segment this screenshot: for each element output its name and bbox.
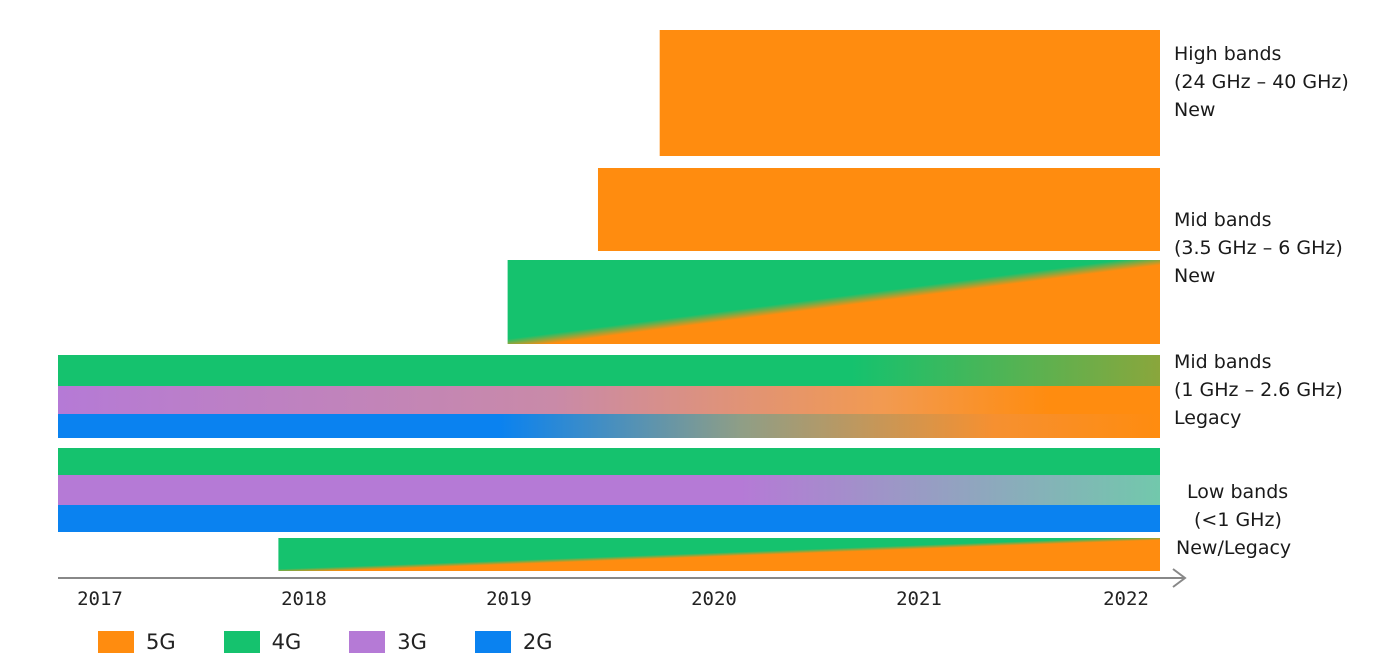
bar-mid-new-4g-to-5g [507, 260, 1161, 344]
x-tick-label: 2021 [896, 588, 942, 610]
band-label-line: New [1174, 265, 1216, 287]
band-label-mid-new: Mid bands (3.5 GHz – 6 GHz) New [1174, 206, 1343, 290]
legend-label-4g: 4G [271, 630, 302, 654]
legend-label-2g: 2G [522, 630, 553, 654]
band-label-line: (24 GHz – 40 GHz) [1174, 71, 1349, 93]
legend: 5G 4G 3G 2G [98, 630, 601, 654]
bar-low-new-4g-to-5g [278, 538, 1160, 571]
legend-swatch-3g [349, 631, 386, 653]
band-label-line: New [1174, 99, 1216, 121]
legend-swatch-4g [223, 631, 260, 653]
bar-high-5g [659, 30, 1160, 156]
x-tick-label: 2019 [486, 588, 532, 610]
legend-item-3g: 3G [349, 630, 427, 654]
band-label-line: Mid bands [1174, 351, 1272, 373]
x-tick-label: 2017 [77, 588, 123, 610]
bar-mid-legacy-2g [58, 414, 1160, 438]
band-label-line: (<1 GHz) [1194, 509, 1282, 531]
x-tick-label: 2018 [281, 588, 327, 610]
bar-low-3g [58, 475, 1160, 505]
bar-mid-legacy-4g [58, 355, 1160, 386]
band-label-line: High bands [1174, 43, 1282, 65]
bar-low-2g [58, 505, 1160, 532]
band-label-line: (3.5 GHz – 6 GHz) [1174, 237, 1343, 259]
bar-mid-legacy-3g [58, 386, 1160, 414]
band-label-line: Mid bands [1174, 209, 1272, 231]
band-label-high: High bands (24 GHz – 40 GHz) New [1174, 40, 1349, 124]
band-label-mid-legacy: Mid bands (1 GHz – 2.6 GHz) Legacy [1174, 348, 1343, 432]
legend-swatch-2g [474, 631, 511, 653]
band-label-low: Low bands (<1 GHz) New/Legacy [1176, 478, 1291, 562]
x-tick-label: 2020 [691, 588, 737, 610]
bar-low-4g [58, 448, 1160, 475]
band-label-line: Low bands [1187, 481, 1289, 503]
legend-item-5g: 5G [98, 630, 176, 654]
legend-label-5g: 5G [146, 630, 176, 654]
legend-swatch-5g [98, 631, 134, 653]
legend-label-3g: 3G [397, 630, 427, 654]
x-axis-arrow-icon [1172, 568, 1187, 588]
band-label-line: Legacy [1174, 407, 1242, 429]
bar-mid-new-5g [597, 168, 1160, 251]
legend-item-4g: 4G [223, 630, 302, 654]
x-tick-label: 2022 [1103, 588, 1149, 610]
band-label-line: New/Legacy [1176, 537, 1292, 559]
band-label-line: (1 GHz – 2.6 GHz) [1174, 379, 1343, 401]
legend-item-2g: 2G [474, 630, 553, 654]
